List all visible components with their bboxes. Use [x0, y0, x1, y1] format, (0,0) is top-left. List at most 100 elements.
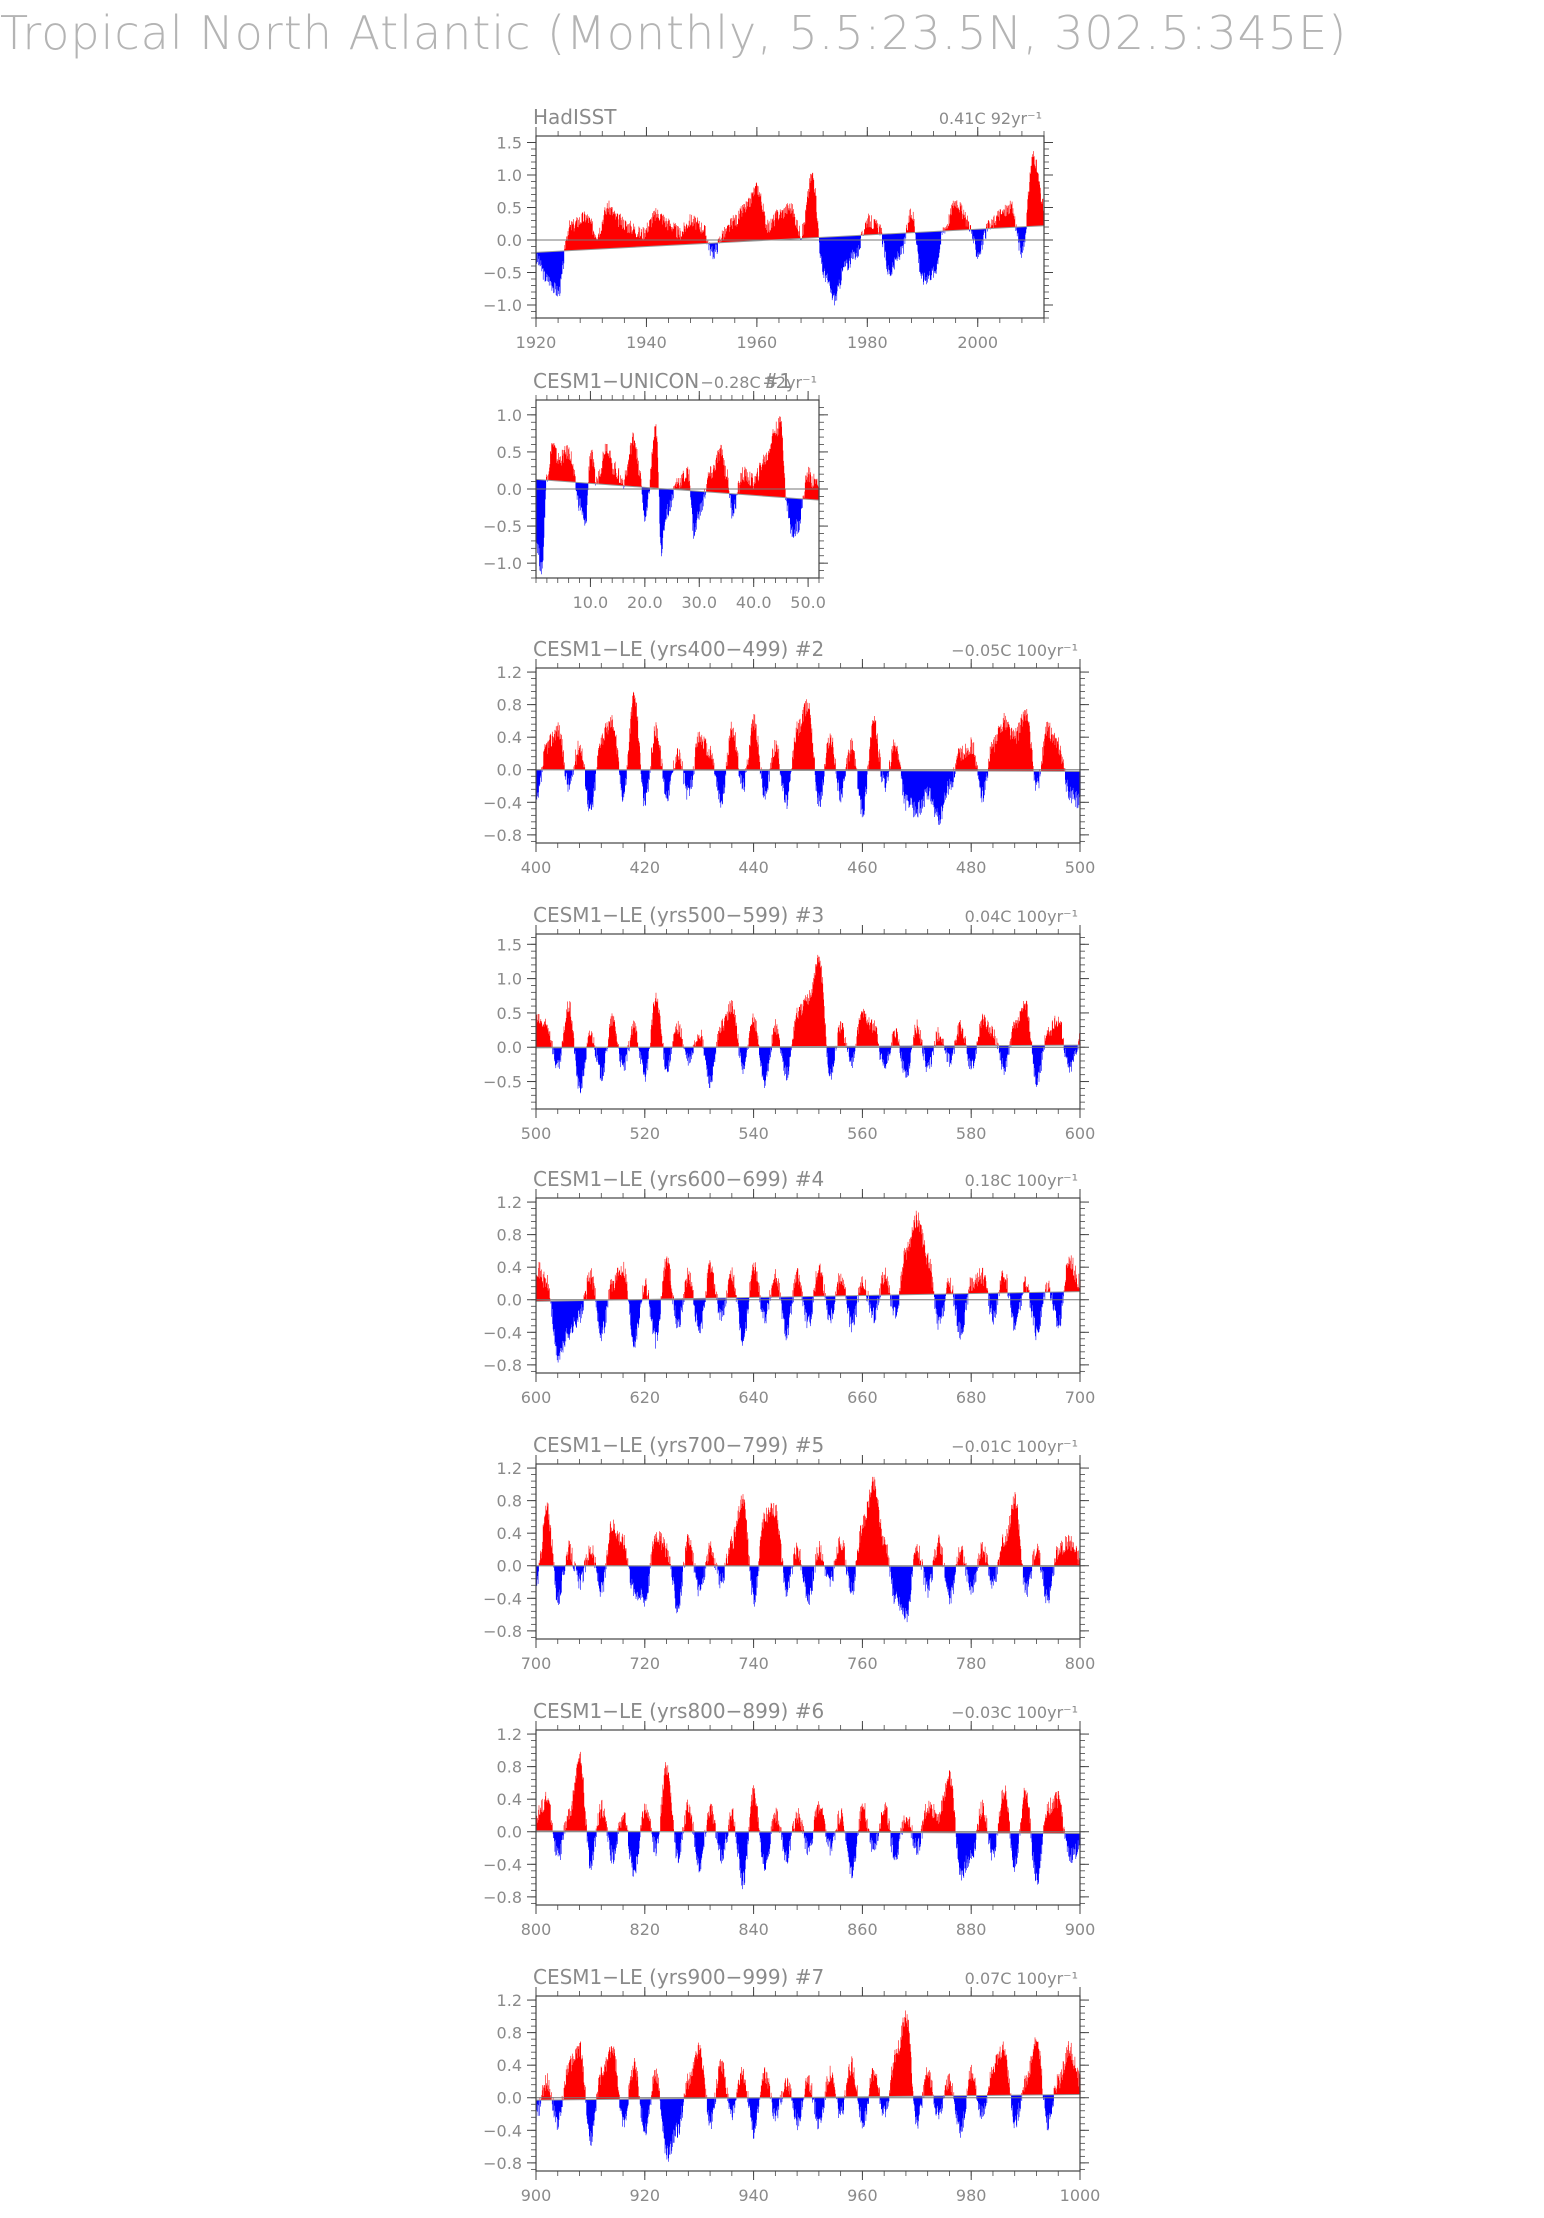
y-tick-label: −0.8: [483, 1888, 522, 1907]
y-tick-label: −0.8: [483, 1622, 522, 1641]
y-tick-label: 0.0: [497, 231, 522, 250]
trend-line: [535, 1830, 1081, 1834]
x-tick-label: 760: [847, 1654, 878, 1673]
x-tick-label: 900: [1065, 1920, 1096, 1939]
y-tick-label: 0.8: [497, 1492, 522, 1511]
x-tick-label: 20.0: [627, 593, 663, 612]
y-tick-label: 0.8: [497, 1758, 522, 1777]
trend-line: [535, 225, 1045, 253]
x-tick-label: 400: [521, 858, 552, 877]
chart-panel-6: −0.8 −0.4 0.0 0.4 0.8 1.2 700 720 740 760 780 800 CE…: [483, 1433, 1095, 1673]
x-tick-label: 640: [738, 1388, 769, 1407]
x-tick-label: 480: [956, 858, 987, 877]
x-tick-label: 800: [1065, 1654, 1096, 1673]
panel-title: CESM1−LE (yrs700−799) #5: [533, 1433, 824, 1457]
y-tick-label: 0.8: [497, 1226, 522, 1245]
y-tick-label: −0.4: [483, 1589, 522, 1608]
y-tick-label: 1.5: [497, 134, 522, 153]
x-tick-label: 460: [847, 858, 878, 877]
x-tick-label: 420: [630, 858, 661, 877]
negative-anomaly-area: [536, 479, 803, 575]
trend-label: −0.05C 100yr⁻¹: [951, 641, 1078, 660]
positive-anomaly-area: [539, 2010, 1081, 2101]
positive-anomaly-area: [536, 1210, 1081, 1302]
trend-label: 0.18C 100yr⁻¹: [965, 1171, 1078, 1190]
trend-label: −0.28C 52yr⁻¹: [700, 373, 817, 392]
y-tick-label: 1.0: [497, 970, 522, 989]
x-tick-label: 540: [738, 1124, 769, 1143]
y-tick-label: 0.5: [497, 443, 522, 462]
y-tick-label: 0.0: [497, 2089, 522, 2108]
panel-tag: #1: [763, 369, 792, 393]
negative-anomaly-area: [552, 1045, 1079, 1094]
y-tick-label: 0.4: [497, 1258, 522, 1277]
chart-panel-7: −0.8 −0.4 0.0 0.4 0.8 1.2 800 820 840 860 880 900 CE…: [483, 1699, 1095, 1939]
trend-line: [535, 478, 820, 501]
y-tick-label: −0.5: [483, 1073, 522, 1092]
y-tick-label: 0.0: [497, 480, 522, 499]
x-tick-label: 940: [738, 2186, 769, 2205]
x-tick-label: 30.0: [681, 593, 717, 612]
y-tick-label: 0.0: [497, 1291, 522, 1310]
x-tick-label: 780: [956, 1654, 987, 1673]
panel-title: CESM1−LE (yrs800−899) #6: [533, 1699, 824, 1723]
x-tick-label: 740: [738, 1654, 769, 1673]
plot-frame: [535, 1197, 1081, 1374]
x-tick-label: 500: [1065, 858, 1096, 877]
negative-anomaly-area: [536, 226, 1027, 306]
x-tick-label: 580: [956, 1124, 987, 1143]
y-tick-label: 1.2: [497, 1991, 522, 2010]
y-tick-label: 1.5: [497, 935, 522, 954]
x-tick-label: 1920: [516, 333, 557, 352]
y-tick-label: 0.8: [497, 696, 522, 715]
y-tick-label: 0.0: [497, 1038, 522, 1057]
x-tick-label: 1960: [737, 333, 778, 352]
y-tick-label: 0.4: [497, 728, 522, 747]
plot-frame: [535, 1463, 1081, 1640]
chart-panel-1: −1.0 −0.5 0.0 0.5 1.0 1.5 1920 1940 1960 1980 2000…: [483, 105, 1053, 352]
chart-panel-8: −0.8 −0.4 0.0 0.4 0.8 1.2 900 920 940 960 980 1000 C…: [483, 1965, 1100, 2205]
panel-title: CESM1−LE (yrs900−999) #7: [533, 1965, 824, 1989]
x-tick-label: 900: [521, 2186, 552, 2205]
positive-anomaly-area: [538, 1476, 1081, 1567]
panel-title: CESM1−UNICON: [533, 369, 699, 393]
chart-panel-3: −0.8 −0.4 0.0 0.4 0.8 1.2 400 420 440 460 480 500 CE…: [483, 637, 1095, 877]
trend-line: [535, 769, 1081, 772]
x-tick-label: 40.0: [736, 593, 772, 612]
y-tick-label: 0.4: [497, 2056, 522, 2075]
y-tick-label: −0.8: [483, 2154, 522, 2173]
y-tick-label: −1.0: [483, 296, 522, 315]
x-tick-label: 800: [521, 1920, 552, 1939]
y-tick-label: 1.2: [497, 1725, 522, 1744]
negative-anomaly-area: [536, 769, 1081, 825]
x-tick-label: 600: [1065, 1124, 1096, 1143]
x-tick-label: 560: [847, 1124, 878, 1143]
y-tick-label: 1.2: [497, 663, 522, 682]
x-tick-label: 2000: [957, 333, 998, 352]
positive-anomaly-area: [541, 691, 1066, 772]
y-tick-label: −0.5: [483, 264, 522, 283]
negative-anomaly-area: [536, 1565, 1055, 1623]
x-tick-label: 1980: [847, 333, 888, 352]
positive-anomaly-area: [536, 1751, 1065, 1834]
x-tick-label: 840: [738, 1920, 769, 1939]
y-tick-label: 0.8: [497, 2024, 522, 2043]
trend-line: [535, 1044, 1081, 1049]
chart-panel-5: −0.8 −0.4 0.0 0.4 0.8 1.2 600 620 640 660 680 700 CE…: [483, 1167, 1095, 1407]
figure-title: Tropical North Atlantic (Monthly, 5.5:23…: [0, 6, 1348, 60]
negative-anomaly-area: [550, 1291, 1064, 1363]
y-tick-label: 0.5: [497, 199, 522, 218]
y-tick-label: −0.4: [483, 793, 522, 812]
y-tick-label: −0.5: [483, 517, 522, 536]
y-tick-label: −1.0: [483, 554, 522, 573]
y-tick-label: −0.4: [483, 2121, 522, 2140]
negative-anomaly-area: [536, 2094, 1054, 2162]
y-tick-label: 0.5: [497, 1004, 522, 1023]
trend-line: [535, 1291, 1081, 1302]
y-tick-label: 0.4: [497, 1790, 522, 1809]
plot-frame: [535, 933, 1081, 1110]
trend-label: 0.07C 100yr⁻¹: [965, 1969, 1078, 1988]
plot-frame: [535, 667, 1081, 844]
plot-frame: [535, 1729, 1081, 1906]
